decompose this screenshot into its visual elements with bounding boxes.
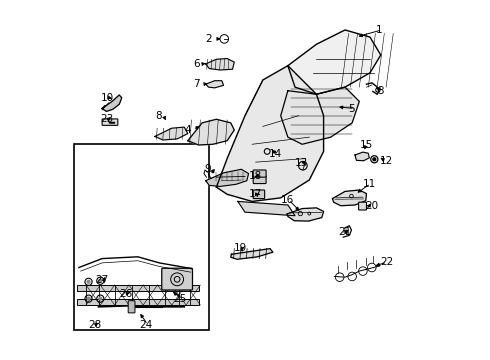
FancyBboxPatch shape [253,190,265,199]
Circle shape [87,280,90,283]
Bar [74,144,209,330]
Text: 28: 28 [88,320,101,330]
Polygon shape [238,202,295,216]
Text: 10: 10 [100,93,114,103]
Polygon shape [355,152,369,161]
Text: 17: 17 [248,189,262,199]
Polygon shape [281,87,359,144]
Polygon shape [333,190,367,206]
Text: 19: 19 [234,243,247,253]
Text: 25: 25 [173,294,187,303]
Polygon shape [287,208,323,221]
FancyBboxPatch shape [253,170,266,177]
Text: 18: 18 [248,171,262,181]
Text: 26: 26 [119,289,132,298]
Polygon shape [231,249,273,259]
Text: 24: 24 [140,320,153,330]
Text: 21: 21 [338,227,351,237]
Polygon shape [102,95,122,111]
Text: 15: 15 [360,140,373,150]
Circle shape [99,297,102,300]
Text: 8: 8 [155,111,162,121]
Polygon shape [155,127,188,140]
FancyBboxPatch shape [102,119,118,125]
Polygon shape [288,30,381,94]
Bar [77,298,198,305]
Polygon shape [217,66,323,202]
Text: 14: 14 [270,149,283,159]
Text: 13: 13 [295,158,308,168]
Text: 5: 5 [348,104,355,113]
Text: 1: 1 [375,25,382,35]
Text: 11: 11 [363,179,376,189]
Text: 12: 12 [380,157,393,166]
FancyBboxPatch shape [162,268,193,290]
Text: 27: 27 [96,275,109,285]
Polygon shape [206,59,234,70]
Circle shape [87,297,90,300]
Text: 16: 16 [281,195,294,204]
Text: 6: 6 [193,59,200,69]
Polygon shape [188,119,234,145]
FancyBboxPatch shape [359,202,367,210]
Text: 2: 2 [206,34,212,44]
Text: 7: 7 [193,79,200,89]
Text: 20: 20 [366,201,379,211]
FancyBboxPatch shape [253,176,266,184]
Text: 23: 23 [100,113,114,123]
Circle shape [99,279,102,282]
Bar [77,285,198,292]
Text: 9: 9 [204,164,211,174]
Text: 22: 22 [381,257,394,267]
FancyBboxPatch shape [128,301,135,313]
Polygon shape [206,81,223,88]
Text: 4: 4 [184,125,191,135]
Circle shape [373,158,376,161]
Polygon shape [206,169,248,186]
Text: 3: 3 [377,86,384,96]
